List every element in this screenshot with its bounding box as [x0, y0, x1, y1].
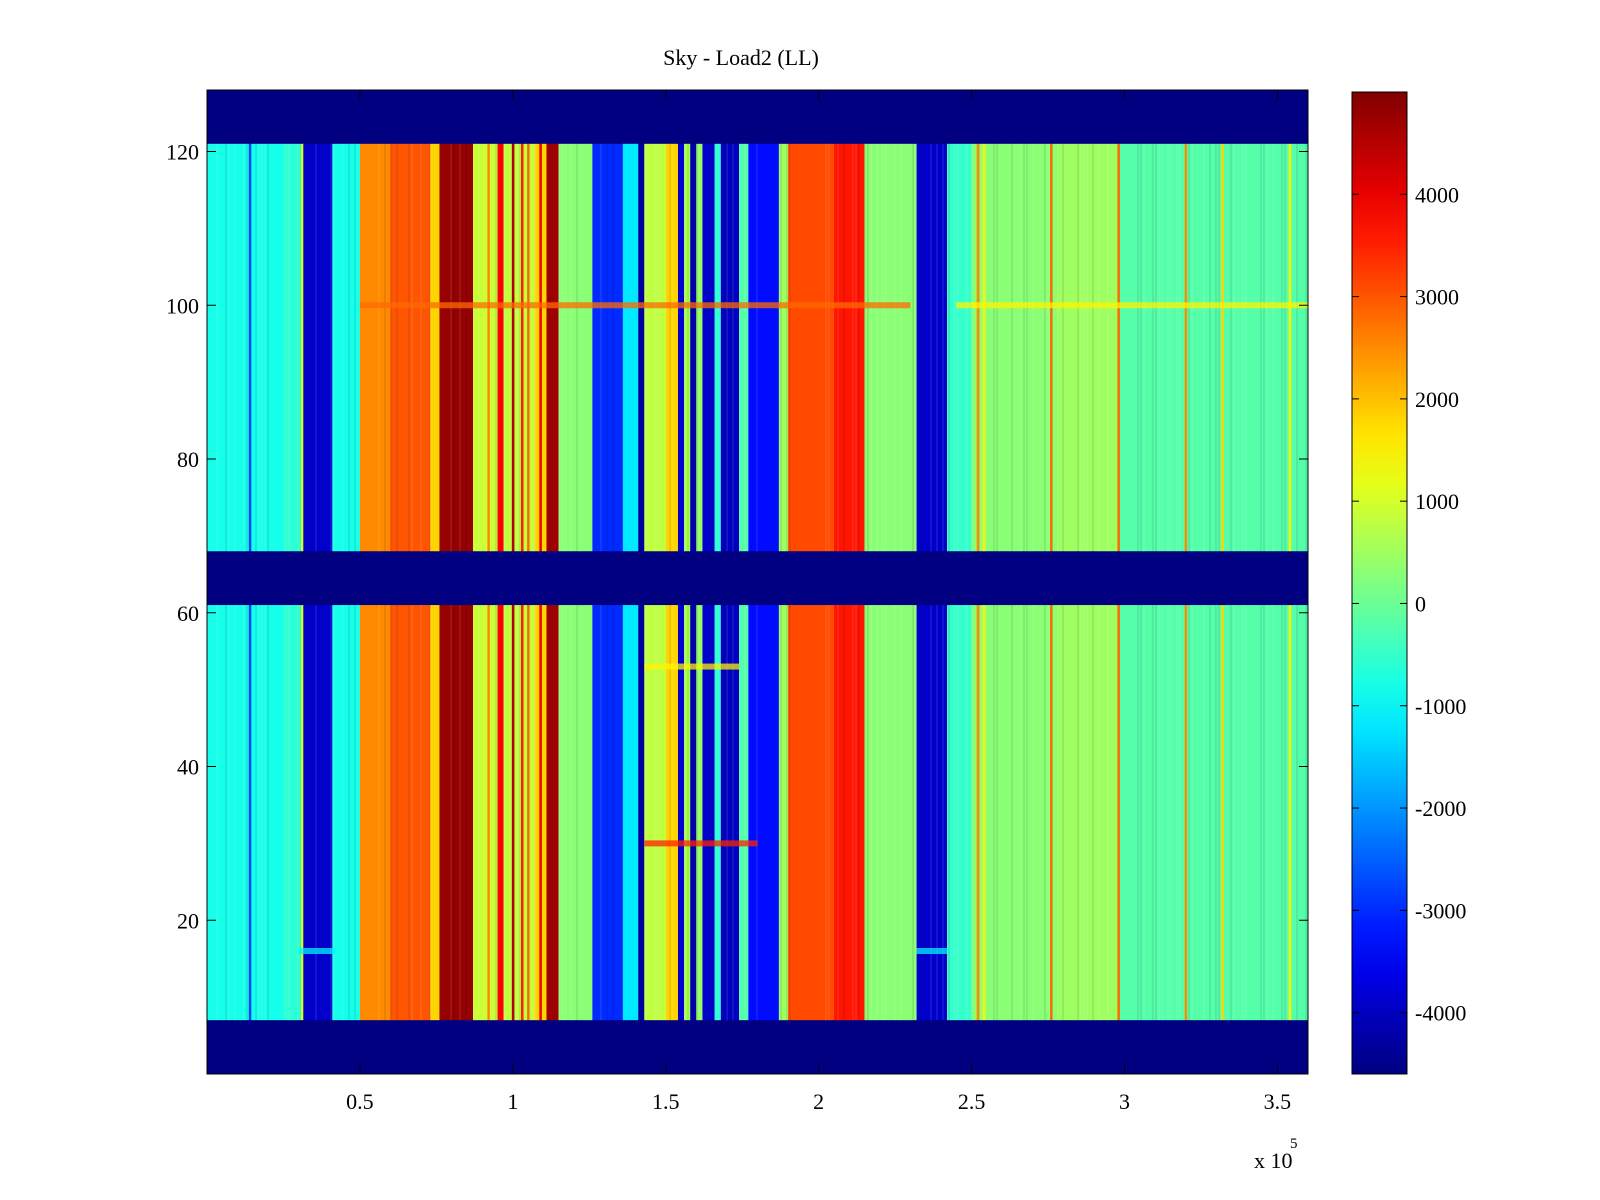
x-tick-label: 3	[1119, 1089, 1130, 1114]
colorbar-gradient	[1351, 91, 1408, 1075]
y-axis: 20 40 60 80 100 120	[166, 140, 1308, 933]
plot-frame	[206, 89, 1309, 1075]
y-tick-label: 40	[177, 755, 199, 780]
colorbar-tick-label: 1000	[1415, 489, 1459, 514]
colorbar-tick-label: 3000	[1415, 285, 1459, 310]
x-axis: 0.5 1 1.5 2 2.5 3 3.5	[346, 90, 1291, 1114]
masked-row-band	[207, 90, 1308, 144]
x-tick-label: 3.5	[1264, 1089, 1292, 1114]
colorbar: 4000 3000 2000 1000 0 -1000 -2000 -3000 -4000	[1351, 91, 1466, 1075]
colorbar-tick-label: -4000	[1415, 1001, 1466, 1026]
colorbar-tick-label: 4000	[1415, 182, 1459, 207]
colorbar-ticks: 4000 3000 2000 1000 0 -1000 -2000 -3000 -4000	[1352, 182, 1466, 1026]
x-tick-label: 1	[507, 1089, 518, 1114]
horizontal-streak	[298, 948, 336, 954]
colorbar-tick-label: -3000	[1415, 898, 1466, 923]
horizontal-streak	[916, 948, 948, 954]
x-exponent-label: x 10	[1254, 1148, 1293, 1173]
colorbar-tick-label: 0	[1415, 591, 1426, 616]
y-tick-label: 60	[177, 601, 199, 626]
y-tick-label: 100	[166, 293, 199, 318]
x-tick-label: 1.5	[652, 1089, 680, 1114]
colorbar-tick-label: 2000	[1415, 387, 1459, 412]
masked-row-band	[207, 1020, 1308, 1074]
colorbar-tick-label: -2000	[1415, 796, 1466, 821]
y-tick-label: 80	[177, 447, 199, 472]
horizontal-streak	[359, 302, 911, 309]
masked-row-band	[207, 551, 1308, 606]
y-tick-label: 120	[166, 140, 199, 165]
colorbar-tick-label: -1000	[1415, 694, 1466, 719]
horizontal-streak	[956, 302, 1308, 309]
heatmap-area	[207, 90, 1308, 1074]
x-exponent-power: 5	[1290, 1136, 1298, 1152]
chart-title: Sky - Load2 (LL)	[663, 45, 819, 70]
y-tick-label: 20	[177, 908, 199, 933]
horizontal-streak	[644, 840, 758, 847]
x-tick-label: 0.5	[346, 1089, 374, 1114]
horizontal-streak	[644, 663, 740, 670]
x-tick-label: 2	[813, 1089, 824, 1114]
x-tick-label: 2.5	[958, 1089, 986, 1114]
